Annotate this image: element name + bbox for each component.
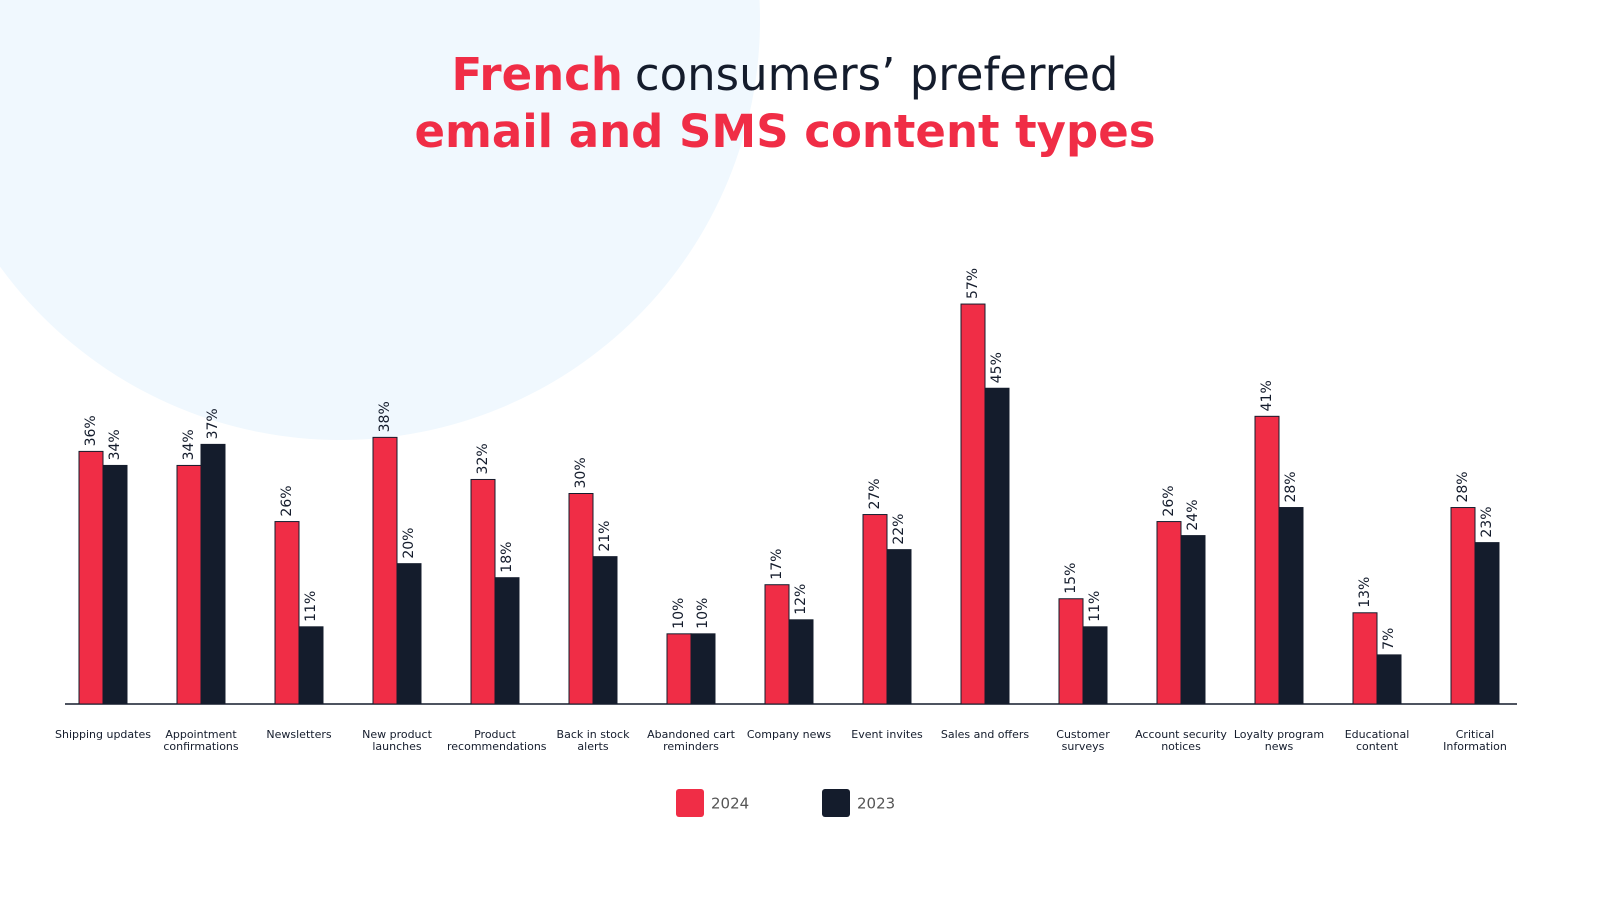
chart-title: French consumers’ preferred — [452, 48, 1119, 101]
value-label: 10% — [695, 598, 711, 629]
x-tick-label: Shipping updates — [55, 728, 151, 741]
bar — [1156, 521, 1182, 705]
title-highlight: French — [452, 48, 623, 101]
value-label: 32% — [475, 443, 491, 474]
value-label: 21% — [597, 521, 613, 552]
x-tick-label: Back in stock alerts — [556, 728, 630, 753]
value-label: 57% — [965, 268, 981, 299]
x-tick-label: Customer surveys — [1056, 728, 1110, 753]
x-tick-label: Account security notices — [1135, 728, 1227, 753]
value-label: 28% — [1283, 471, 1299, 502]
value-label: 34% — [181, 429, 197, 460]
value-label: 45% — [989, 352, 1005, 383]
bar — [102, 464, 128, 705]
x-tick-label: Educational content — [1344, 728, 1410, 753]
value-label: 41% — [1259, 380, 1275, 411]
value-label: 22% — [891, 514, 907, 545]
x-tick-label: Newsletters — [266, 728, 332, 741]
value-label: 26% — [279, 485, 295, 516]
bar — [1450, 507, 1476, 705]
value-label: 7% — [1381, 628, 1397, 650]
bar — [666, 633, 692, 705]
bar — [1254, 415, 1280, 705]
bar — [886, 549, 912, 705]
x-tick-label: Loyalty program news — [1233, 728, 1325, 753]
bar — [1352, 612, 1378, 705]
legend-swatch — [676, 789, 704, 817]
chart-title-line2: email and SMS content types — [414, 105, 1155, 158]
value-label: 20% — [401, 528, 417, 559]
value-label: 11% — [1087, 591, 1103, 622]
x-tick-label: Product recommendations — [447, 728, 547, 753]
bar — [1082, 626, 1108, 705]
bar — [592, 556, 618, 705]
bar — [1474, 542, 1500, 705]
bar — [298, 626, 324, 705]
value-label: 12% — [793, 584, 809, 615]
legend-label: 2024 — [711, 795, 749, 813]
legend-label: 2023 — [857, 795, 895, 813]
bar — [984, 387, 1010, 705]
value-label: 18% — [499, 542, 515, 573]
bar — [1278, 507, 1304, 705]
x-tick-label: Abandoned cart reminders — [647, 728, 735, 753]
value-label: 38% — [377, 401, 393, 432]
value-label: 15% — [1063, 563, 1079, 594]
bar — [764, 584, 790, 705]
value-label: 13% — [1357, 577, 1373, 608]
bar — [1376, 654, 1402, 705]
bar — [372, 436, 398, 705]
bar — [960, 303, 986, 705]
x-tick-label: Company news — [746, 728, 832, 741]
bar — [200, 443, 226, 705]
value-label: 10% — [671, 598, 687, 629]
value-label: 36% — [83, 415, 99, 446]
x-tick-label: Sales and offers — [940, 728, 1030, 741]
value-label: 30% — [573, 457, 589, 488]
bar — [862, 514, 888, 705]
legend-swatch — [822, 789, 850, 817]
bar — [396, 563, 422, 705]
value-label: 17% — [769, 549, 785, 580]
value-label: 26% — [1161, 485, 1177, 516]
bar — [1058, 598, 1084, 705]
bar — [470, 478, 496, 705]
value-label: 11% — [303, 591, 319, 622]
background-circle — [0, 0, 760, 440]
value-label: 23% — [1479, 506, 1495, 537]
x-tick-label: Appointment confirmations — [163, 728, 239, 753]
bar — [176, 464, 202, 705]
bar — [788, 619, 814, 705]
x-tick-label: Critical Information — [1443, 728, 1507, 753]
bar — [690, 633, 716, 705]
value-label: 27% — [867, 478, 883, 509]
title-rest: consumers’ preferred — [635, 48, 1119, 101]
value-label: 24% — [1185, 499, 1201, 530]
bar — [1180, 535, 1206, 705]
bar — [494, 577, 520, 705]
bar — [78, 450, 104, 705]
x-tick-label: New product launches — [362, 728, 432, 753]
value-label: 37% — [205, 408, 221, 439]
value-label: 28% — [1455, 471, 1471, 502]
bar — [568, 493, 594, 705]
bar — [274, 521, 300, 705]
x-tick-label: Event invites — [851, 728, 923, 741]
value-label: 34% — [107, 429, 123, 460]
